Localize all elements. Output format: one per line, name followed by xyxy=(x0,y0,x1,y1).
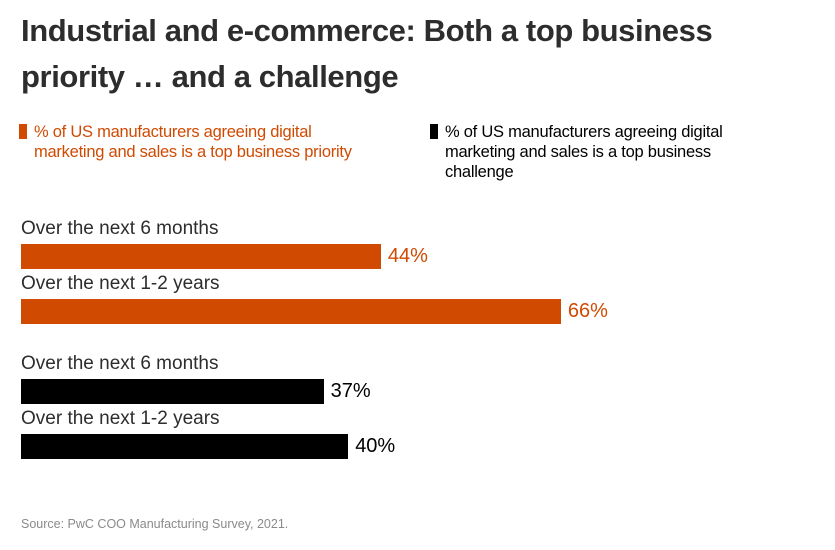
legend-swatch-priority xyxy=(19,124,27,139)
category-label: Over the next 6 months xyxy=(21,353,219,374)
category-label: Over the next 1-2 years xyxy=(21,273,220,294)
legend-text-challenge: % of US manufacturers agreeing digital m… xyxy=(445,122,723,182)
bar xyxy=(21,299,561,324)
data-label: 40% xyxy=(355,435,396,457)
data-label: 66% xyxy=(567,300,608,322)
legend-line: marketing and sales is a top business pr… xyxy=(34,143,352,161)
bar xyxy=(21,244,381,269)
legend-line: % of US manufacturers agreeing digital xyxy=(445,123,723,141)
category-label: Over the next 6 months xyxy=(21,218,219,239)
category-label: Over the next 1-2 years xyxy=(21,408,220,429)
bar xyxy=(21,434,349,459)
legend-line: % of US manufacturers agreeing digital xyxy=(34,123,312,141)
data-label: 44% xyxy=(387,245,428,267)
bar xyxy=(21,379,324,404)
legend-line: marketing and sales is a top business xyxy=(445,143,711,161)
data-label: 37% xyxy=(330,380,371,402)
title-line-1: Industrial and e-commerce: Both a top bu… xyxy=(21,13,713,48)
legend-text-priority: % of US manufacturers agreeing digital m… xyxy=(34,122,352,162)
legend-swatch-challenge xyxy=(430,124,438,139)
chart-title: Industrial and e-commerce: Both a top bu… xyxy=(21,8,835,100)
source-note: Source: PwC COO Manufacturing Survey, 20… xyxy=(21,517,289,531)
legend-line: challenge xyxy=(445,163,514,181)
title-line-2: priority … and a challenge xyxy=(21,59,399,94)
